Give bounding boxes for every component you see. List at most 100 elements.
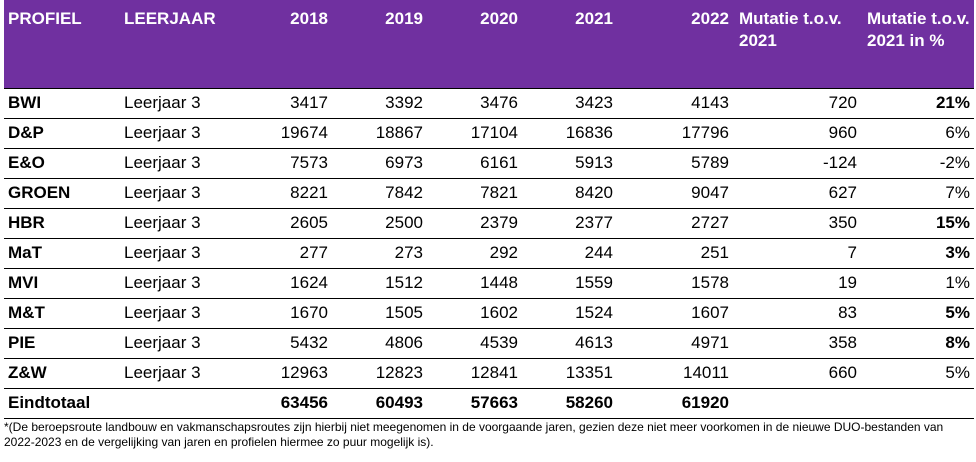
cell-2022: 9047	[617, 178, 733, 209]
cell-profiel: MVI	[4, 268, 120, 299]
cell-mutatie-pct: 15%	[861, 208, 974, 239]
cell-profiel: BWI	[4, 87, 120, 119]
total-2022: 61920	[617, 388, 733, 419]
cell-mutatie-pct: -2%	[861, 148, 974, 179]
cell-mutatie: 350	[733, 208, 861, 239]
cell-leerjaar: Leerjaar 3	[120, 268, 245, 299]
cell-leerjaar: Leerjaar 3	[120, 87, 245, 119]
cell-2019: 7842	[332, 178, 427, 209]
cell-mutatie-pct: 5%	[861, 298, 974, 329]
table-row: Z&W Leerjaar 3 12963 12823 12841 13351 1…	[4, 358, 974, 389]
cell-2018: 3417	[245, 87, 332, 119]
total-leerjaar-empty	[120, 388, 245, 419]
header-2018: 2018	[245, 0, 332, 88]
cell-profiel: Z&W	[4, 358, 120, 389]
cell-mutatie: 627	[733, 178, 861, 209]
cell-2018: 277	[245, 238, 332, 269]
cell-2021: 2377	[522, 208, 617, 239]
cell-2019: 6973	[332, 148, 427, 179]
table-row: MaT Leerjaar 3 277 273 292 244 251 7 3%	[4, 238, 974, 269]
cell-2019: 1505	[332, 298, 427, 329]
cell-leerjaar: Leerjaar 3	[120, 238, 245, 269]
cell-2018: 1624	[245, 268, 332, 299]
table-row: E&O Leerjaar 3 7573 6973 6161 5913 5789 …	[4, 148, 974, 179]
cell-leerjaar: Leerjaar 3	[120, 118, 245, 149]
cell-2021: 1524	[522, 298, 617, 329]
cell-2021: 4613	[522, 328, 617, 359]
header-2021: 2021	[522, 0, 617, 88]
cell-2019: 273	[332, 238, 427, 269]
cell-mutatie: 19	[733, 268, 861, 299]
cell-2018: 1670	[245, 298, 332, 329]
cell-2022: 17796	[617, 118, 733, 149]
cell-2020: 7821	[427, 178, 522, 209]
cell-mutatie: 660	[733, 358, 861, 389]
cell-profiel: PIE	[4, 328, 120, 359]
cell-profiel: MaT	[4, 238, 120, 269]
cell-profiel: HBR	[4, 208, 120, 239]
cell-2018: 8221	[245, 178, 332, 209]
cell-2021: 16836	[522, 118, 617, 149]
table-row: MVI Leerjaar 3 1624 1512 1448 1559 1578 …	[4, 268, 974, 299]
cell-2022: 5789	[617, 148, 733, 179]
header-mutatie: Mutatie t.o.v. 2021	[733, 0, 861, 88]
total-mutatie-empty	[733, 388, 861, 419]
table-row: D&P Leerjaar 3 19674 18867 17104 16836 1…	[4, 118, 974, 149]
cell-leerjaar: Leerjaar 3	[120, 358, 245, 389]
cell-mutatie-pct: 5%	[861, 358, 974, 389]
cell-mutatie: 358	[733, 328, 861, 359]
data-table: PROFIEL LEERJAAR 2018 2019 2020 2021 202…	[4, 0, 974, 419]
cell-profiel: M&T	[4, 298, 120, 329]
table-row: BWI Leerjaar 3 3417 3392 3476 3423 4143 …	[4, 87, 974, 119]
cell-2021: 5913	[522, 148, 617, 179]
cell-2019: 18867	[332, 118, 427, 149]
header-row: PROFIEL LEERJAAR 2018 2019 2020 2021 202…	[4, 0, 974, 88]
cell-2018: 5432	[245, 328, 332, 359]
table-row: HBR Leerjaar 3 2605 2500 2379 2377 2727 …	[4, 208, 974, 239]
cell-mutatie: 960	[733, 118, 861, 149]
cell-mutatie-pct: 3%	[861, 238, 974, 269]
cell-leerjaar: Leerjaar 3	[120, 298, 245, 329]
total-row: Eindtotaal 63456 60493 57663 58260 61920	[4, 388, 974, 419]
cell-2019: 4806	[332, 328, 427, 359]
cell-2020: 292	[427, 238, 522, 269]
cell-leerjaar: Leerjaar 3	[120, 208, 245, 239]
cell-profiel: E&O	[4, 148, 120, 179]
cell-mutatie: 720	[733, 87, 861, 119]
cell-2020: 4539	[427, 328, 522, 359]
cell-profiel: D&P	[4, 118, 120, 149]
footnote: *(De beroepsroute landbouw en vakmanscha…	[4, 420, 944, 449]
cell-2022: 1607	[617, 298, 733, 329]
table-row: M&T Leerjaar 3 1670 1505 1602 1524 1607 …	[4, 298, 974, 329]
cell-2022: 1578	[617, 268, 733, 299]
cell-2018: 2605	[245, 208, 332, 239]
cell-mutatie-pct: 1%	[861, 268, 974, 299]
cell-leerjaar: Leerjaar 3	[120, 328, 245, 359]
total-2020: 57663	[427, 388, 522, 419]
header-2022: 2022	[617, 0, 733, 88]
total-pct-empty	[861, 388, 974, 419]
cell-2020: 2379	[427, 208, 522, 239]
cell-leerjaar: Leerjaar 3	[120, 148, 245, 179]
total-2019: 60493	[332, 388, 427, 419]
header-2020: 2020	[427, 0, 522, 88]
cell-mutatie: 83	[733, 298, 861, 329]
cell-mutatie: 7	[733, 238, 861, 269]
header-profiel: PROFIEL	[4, 0, 120, 88]
table-row: PIE Leerjaar 3 5432 4806 4539 4613 4971 …	[4, 328, 974, 359]
cell-2021: 13351	[522, 358, 617, 389]
cell-mutatie-pct: 21%	[861, 87, 974, 119]
cell-2022: 4143	[617, 87, 733, 119]
cell-2019: 12823	[332, 358, 427, 389]
header-2019: 2019	[332, 0, 427, 88]
cell-2019: 1512	[332, 268, 427, 299]
cell-2021: 8420	[522, 178, 617, 209]
header-leerjaar: LEERJAAR	[120, 0, 245, 88]
cell-2021: 3423	[522, 87, 617, 119]
cell-profiel: GROEN	[4, 178, 120, 209]
cell-2018: 7573	[245, 148, 332, 179]
cell-2022: 2727	[617, 208, 733, 239]
table-row: GROEN Leerjaar 3 8221 7842 7821 8420 904…	[4, 178, 974, 209]
cell-2022: 4971	[617, 328, 733, 359]
